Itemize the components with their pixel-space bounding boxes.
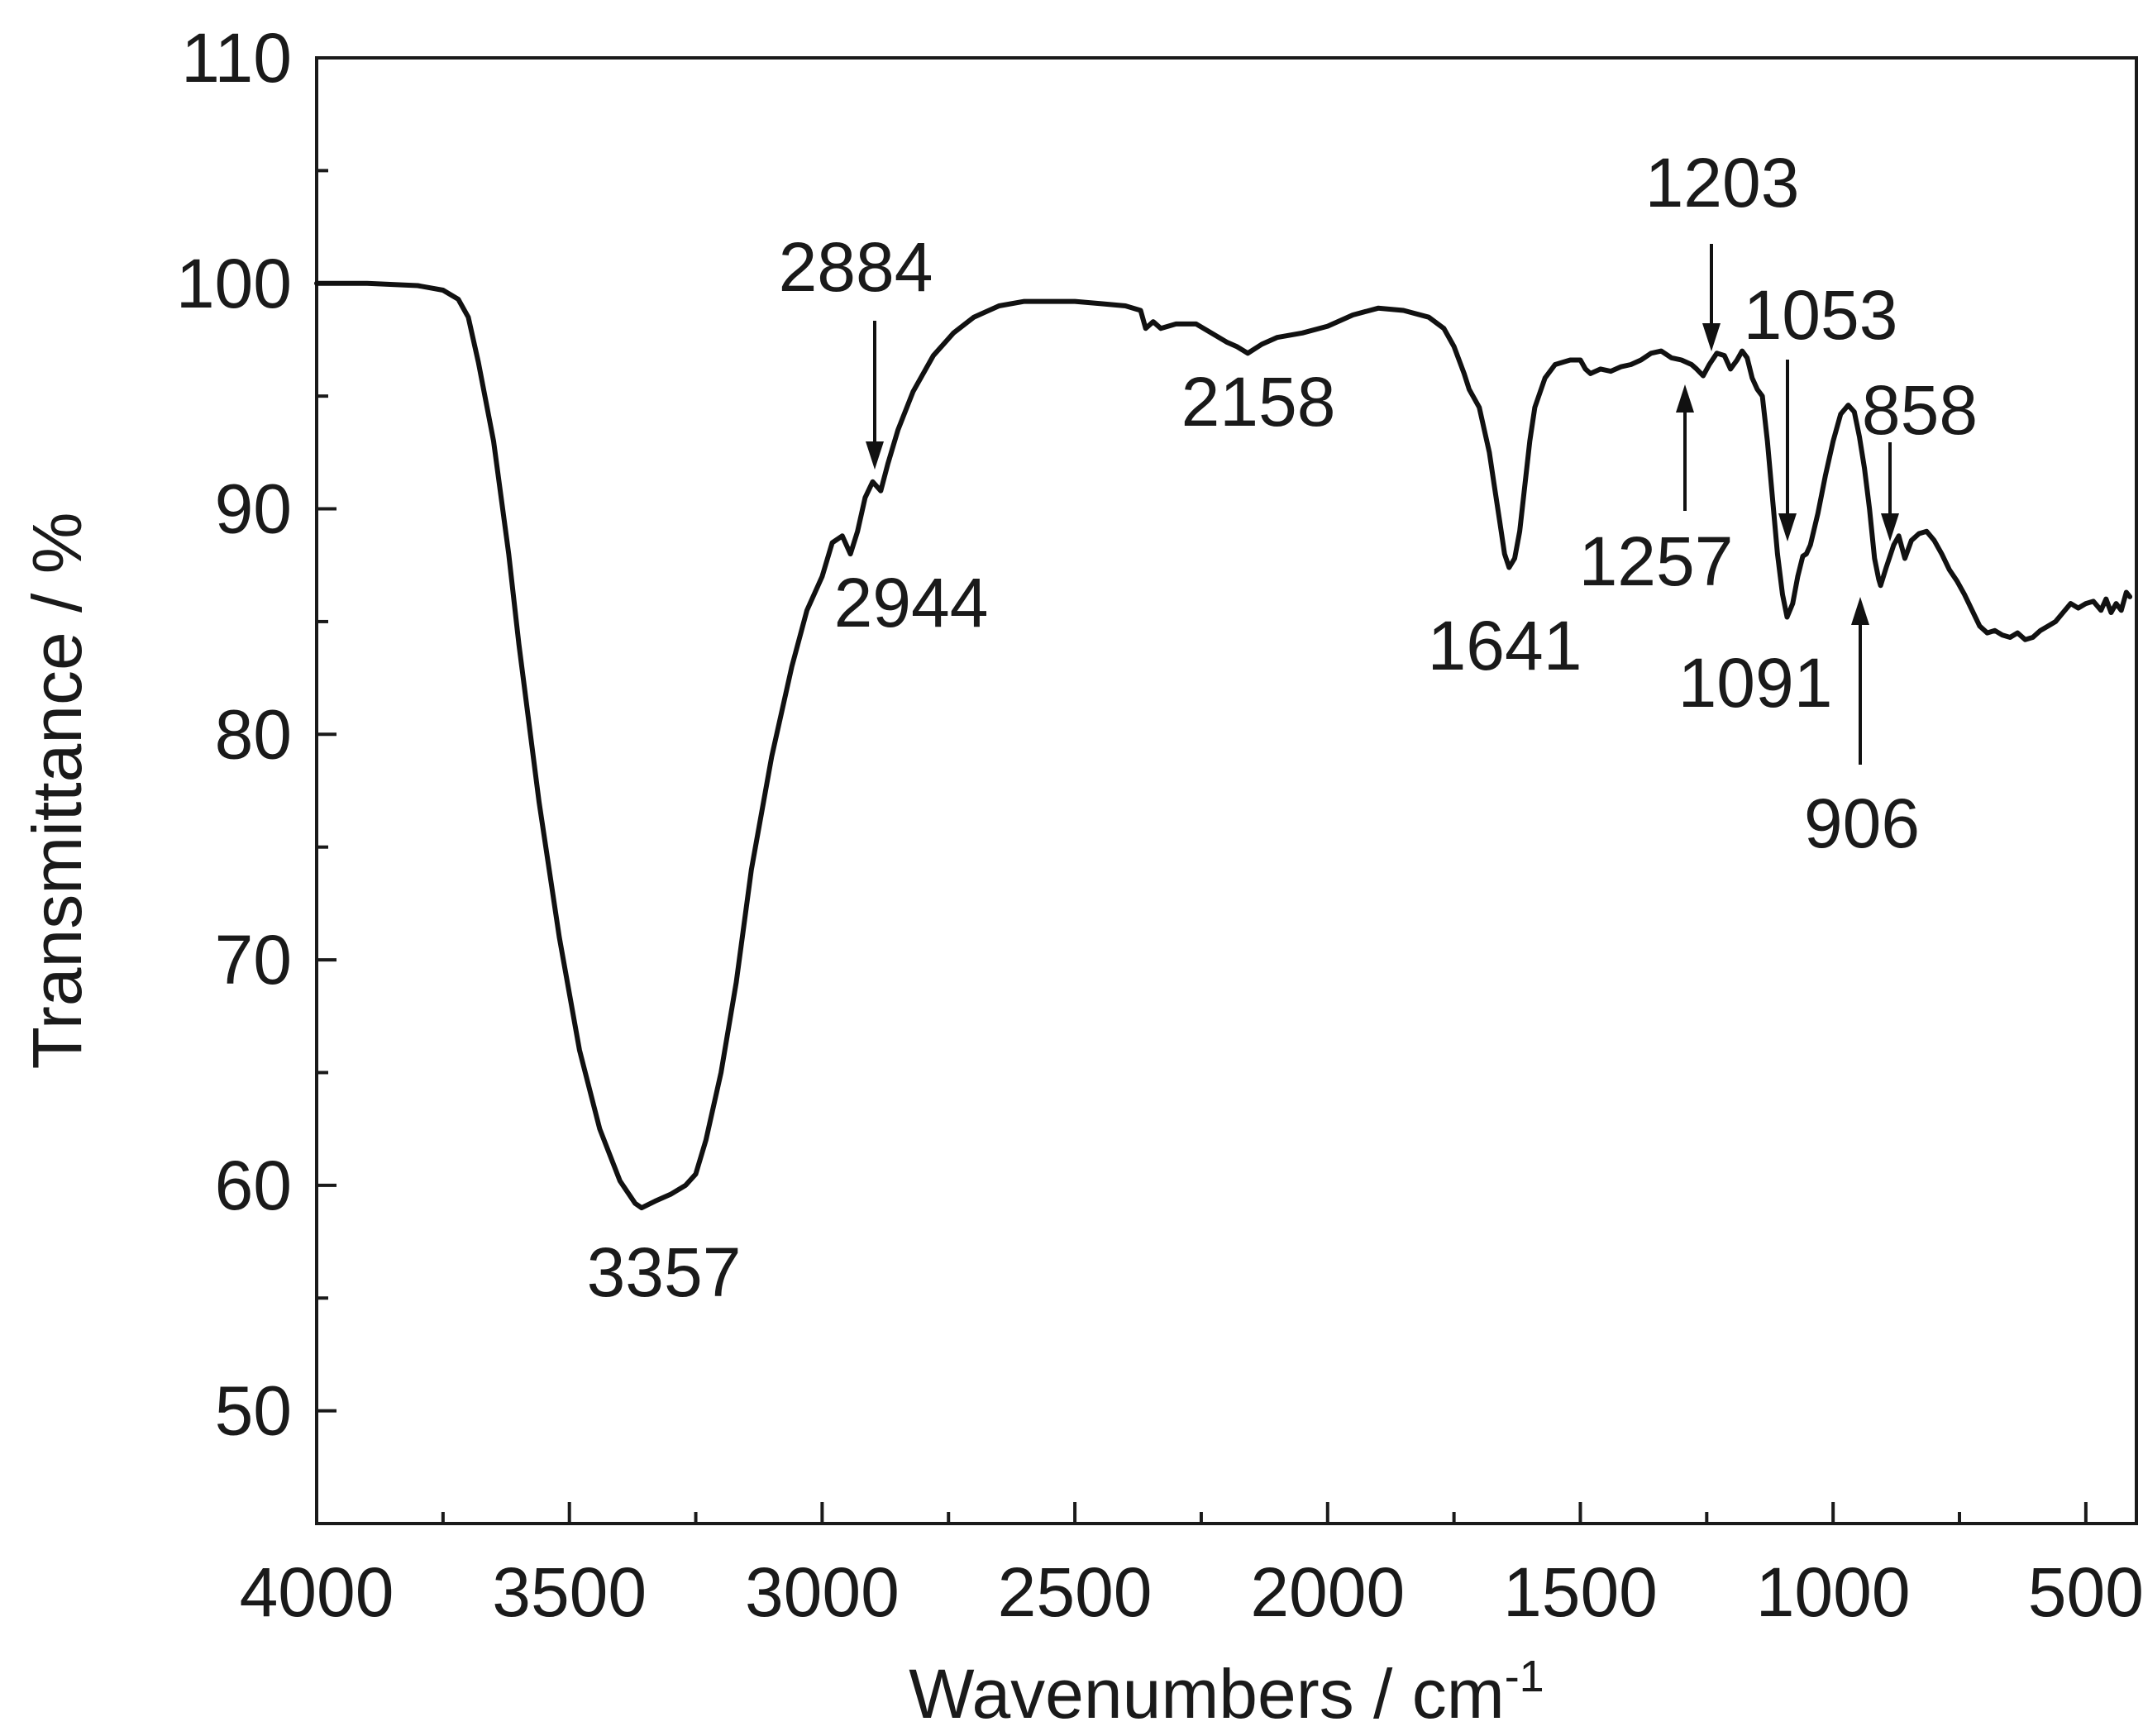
x-axis-tick-labels: 4000 3500 3000 2500 2000 1500 1000 500 bbox=[240, 1553, 2143, 1631]
peak-label-1091: 1091 bbox=[1678, 644, 1833, 722]
x-minor-ticks bbox=[441, 1512, 1962, 1524]
peak-label-1053: 1053 bbox=[1744, 276, 1898, 354]
x-axis-title: Wavenumbers / cm-1 bbox=[909, 1652, 1544, 1733]
peak-label-1257: 1257 bbox=[1579, 522, 1734, 600]
plot-frame bbox=[315, 56, 2138, 1525]
x-axis-title-superscript: -1 bbox=[1505, 1652, 1544, 1701]
y-axis-tick-labels: 50 60 70 80 90 100 110 bbox=[176, 19, 292, 1450]
y-tick-label: 50 bbox=[215, 1372, 292, 1450]
x-tick-label: 2000 bbox=[1250, 1553, 1405, 1631]
y-axis-title: Transmittance / % bbox=[18, 513, 96, 1070]
peak-label-3357: 3357 bbox=[587, 1233, 742, 1311]
y-minor-ticks bbox=[317, 169, 328, 1300]
x-tick-label: 1000 bbox=[1756, 1553, 1911, 1631]
peak-label-858: 858 bbox=[1862, 371, 1978, 449]
y-tick-label: 60 bbox=[215, 1147, 292, 1224]
peak-label-1641: 1641 bbox=[1428, 607, 1582, 684]
y-tick-label: 110 bbox=[181, 19, 292, 97]
y-tick-label: 70 bbox=[215, 921, 292, 999]
x-tick-label: 2500 bbox=[998, 1553, 1153, 1631]
peak-arrow-head-2884 bbox=[866, 441, 884, 470]
y-tick-label: 80 bbox=[215, 695, 292, 773]
peak-label-1203: 1203 bbox=[1645, 144, 1800, 222]
x-tick-label: 3500 bbox=[492, 1553, 647, 1631]
peak-arrow-head-906 bbox=[1851, 597, 1869, 625]
peak-arrow-head-858 bbox=[1881, 513, 1899, 541]
peak-label-2158: 2158 bbox=[1181, 363, 1336, 441]
x-tick-label: 500 bbox=[2028, 1553, 2143, 1631]
x-tick-label: 4000 bbox=[240, 1553, 394, 1631]
peak-arrow-head-1203 bbox=[1702, 323, 1721, 351]
peak-label-2944: 2944 bbox=[834, 564, 989, 641]
x-tick-label: 3000 bbox=[745, 1553, 900, 1631]
spectrum-line bbox=[314, 280, 2133, 1211]
y-tick-label: 90 bbox=[215, 470, 292, 548]
peak-arrow-head-1257 bbox=[1676, 384, 1694, 413]
peak-arrow-head-1053 bbox=[1778, 513, 1797, 541]
peak-label-2884: 2884 bbox=[779, 228, 933, 306]
y-axis-ticks bbox=[317, 56, 336, 1413]
peak-label-906: 906 bbox=[1804, 785, 1920, 862]
y-tick-label: 100 bbox=[176, 245, 292, 322]
x-tick-label: 1500 bbox=[1503, 1553, 1658, 1631]
